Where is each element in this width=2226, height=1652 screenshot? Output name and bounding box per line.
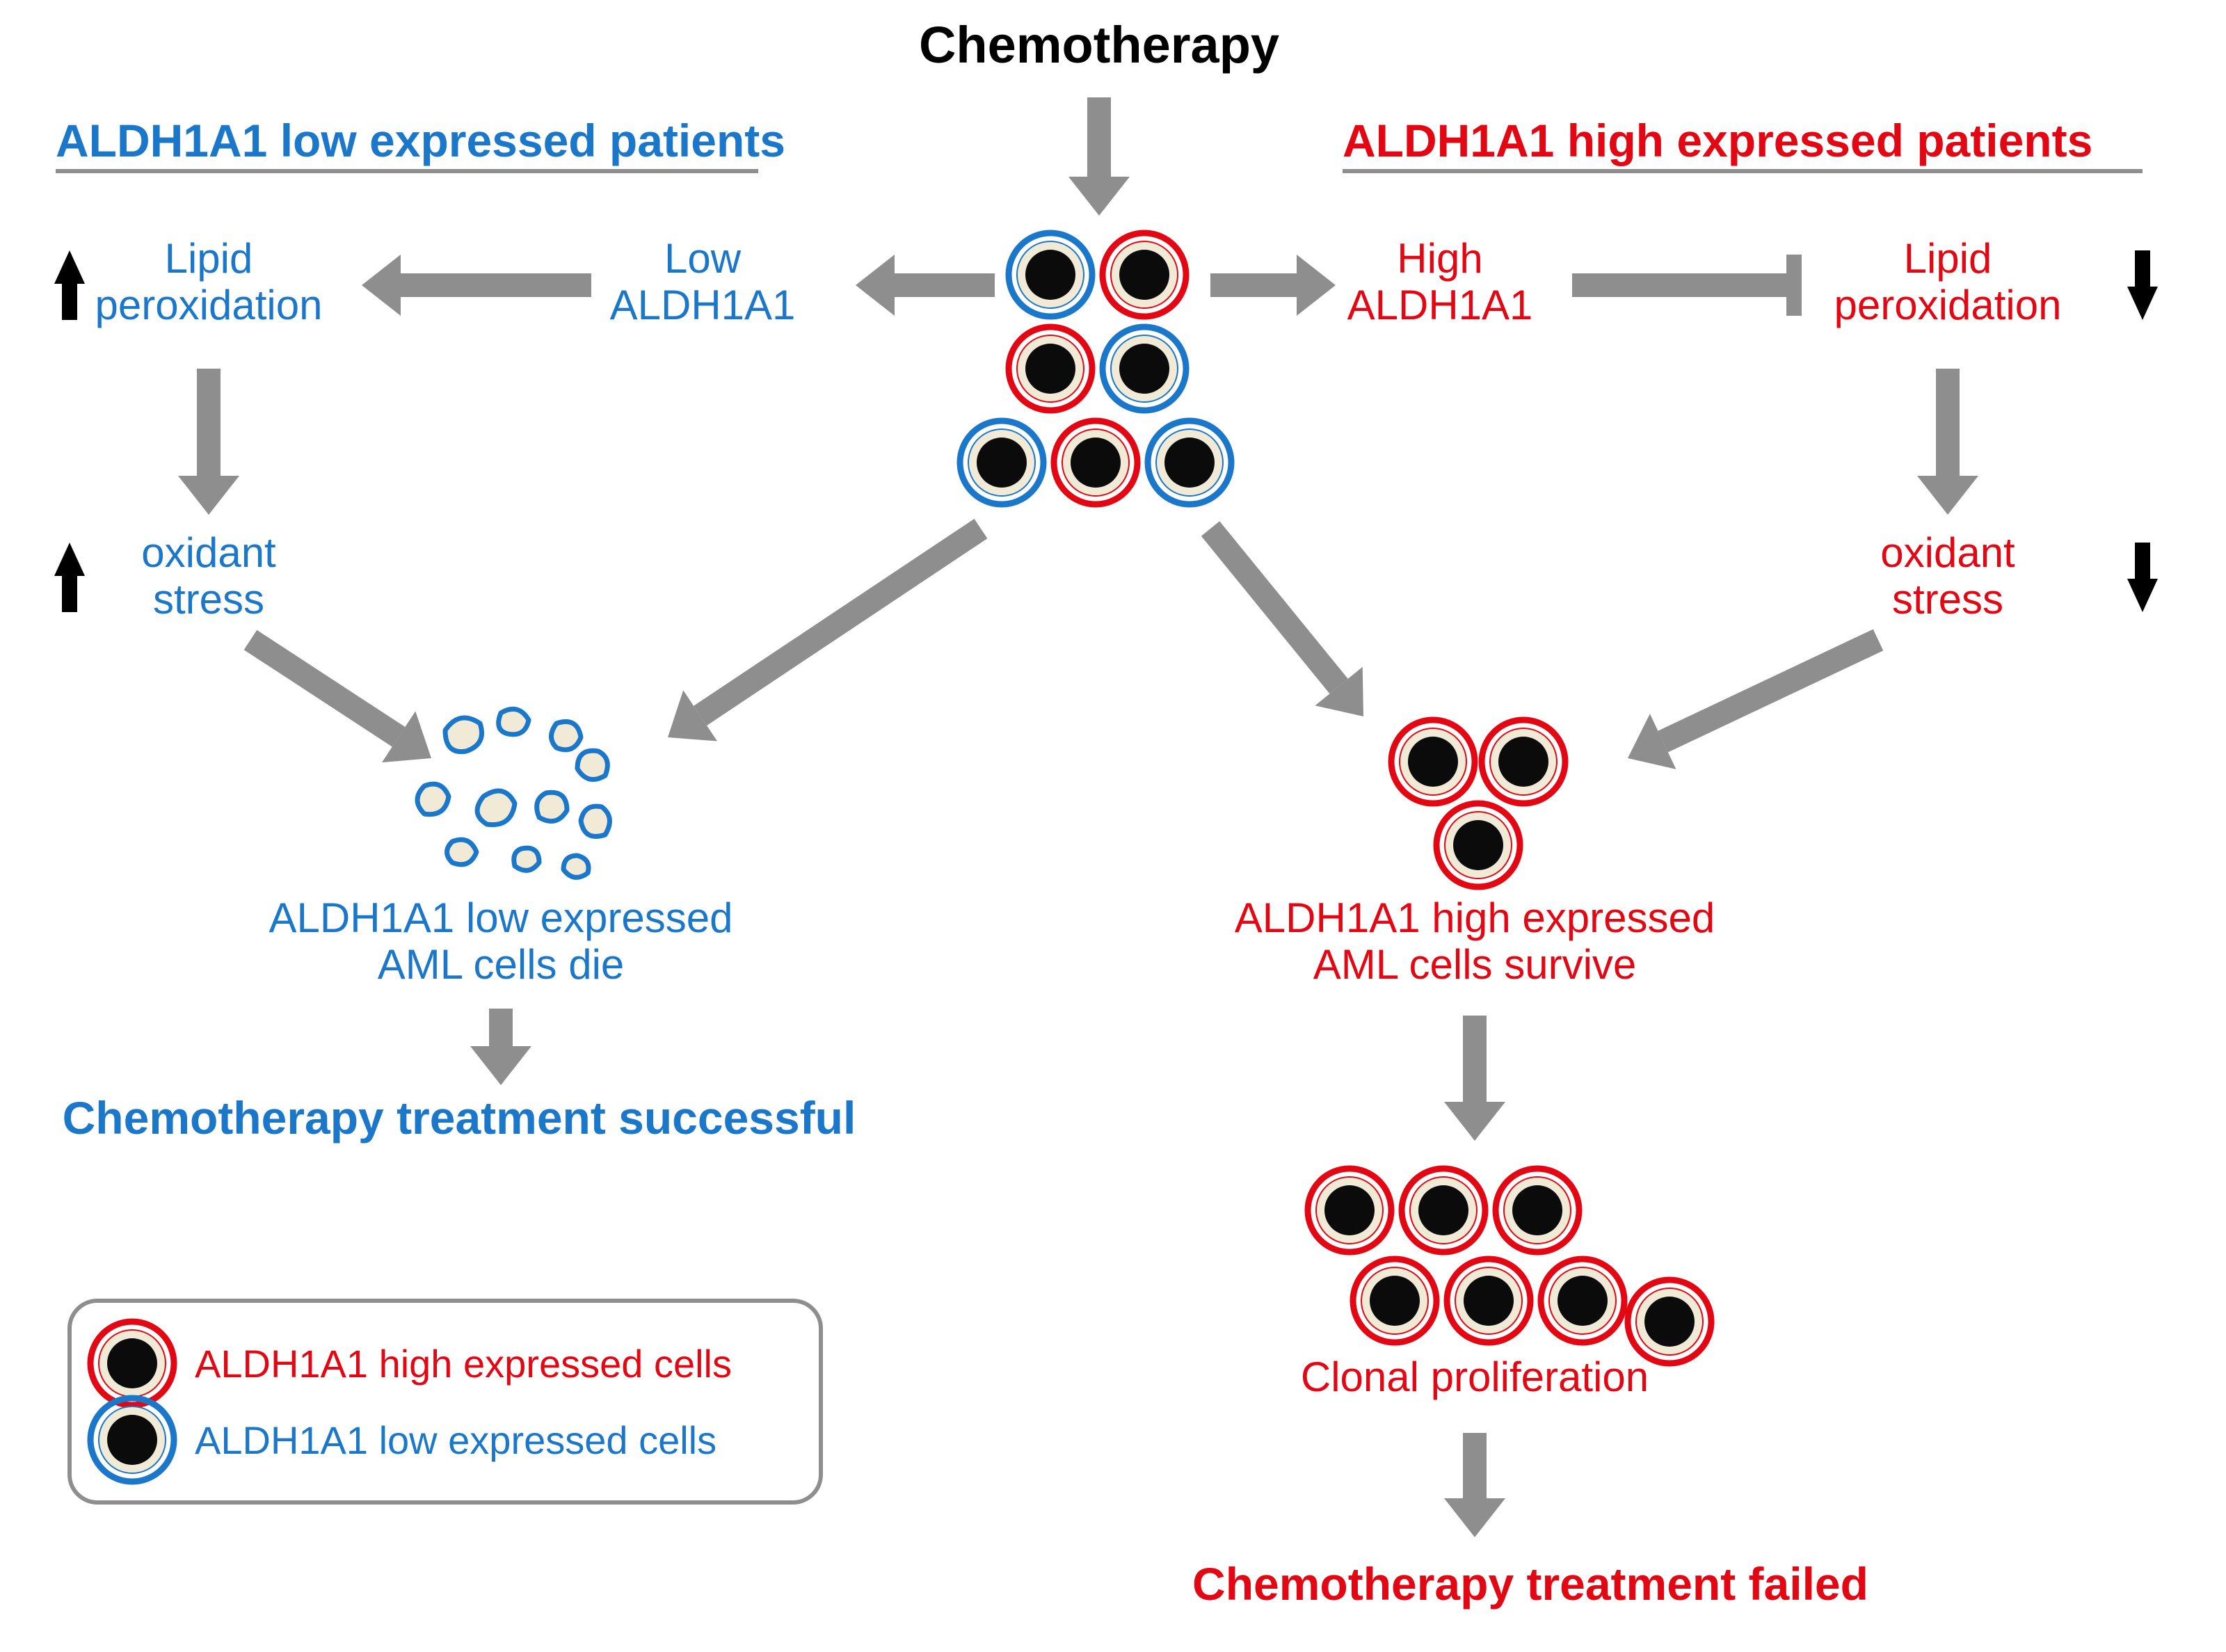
left-oxidant: oxidantstress xyxy=(141,529,276,623)
right-oxidant: oxidantstress xyxy=(1880,529,2015,623)
right-title: ALDH1A1 high expressed patients xyxy=(1343,115,2092,166)
legend-high-label: ALDH1A1 high expressed cells xyxy=(195,1342,732,1386)
right-outcome: Chemotherapy treatment failed xyxy=(1192,1558,1868,1610)
right-clonal: Clonal proliferation xyxy=(1301,1354,1649,1400)
top-title: Chemotherapy xyxy=(919,16,1279,74)
legend-low-label: ALDH1A1 low expressed cells xyxy=(195,1418,716,1462)
legend: ALDH1A1 high expressed cells ALDH1A1 low … xyxy=(70,1301,821,1502)
left-outcome: Chemotherapy treatment successful xyxy=(63,1092,856,1144)
left-title: ALDH1A1 low expressed patients xyxy=(56,115,785,166)
